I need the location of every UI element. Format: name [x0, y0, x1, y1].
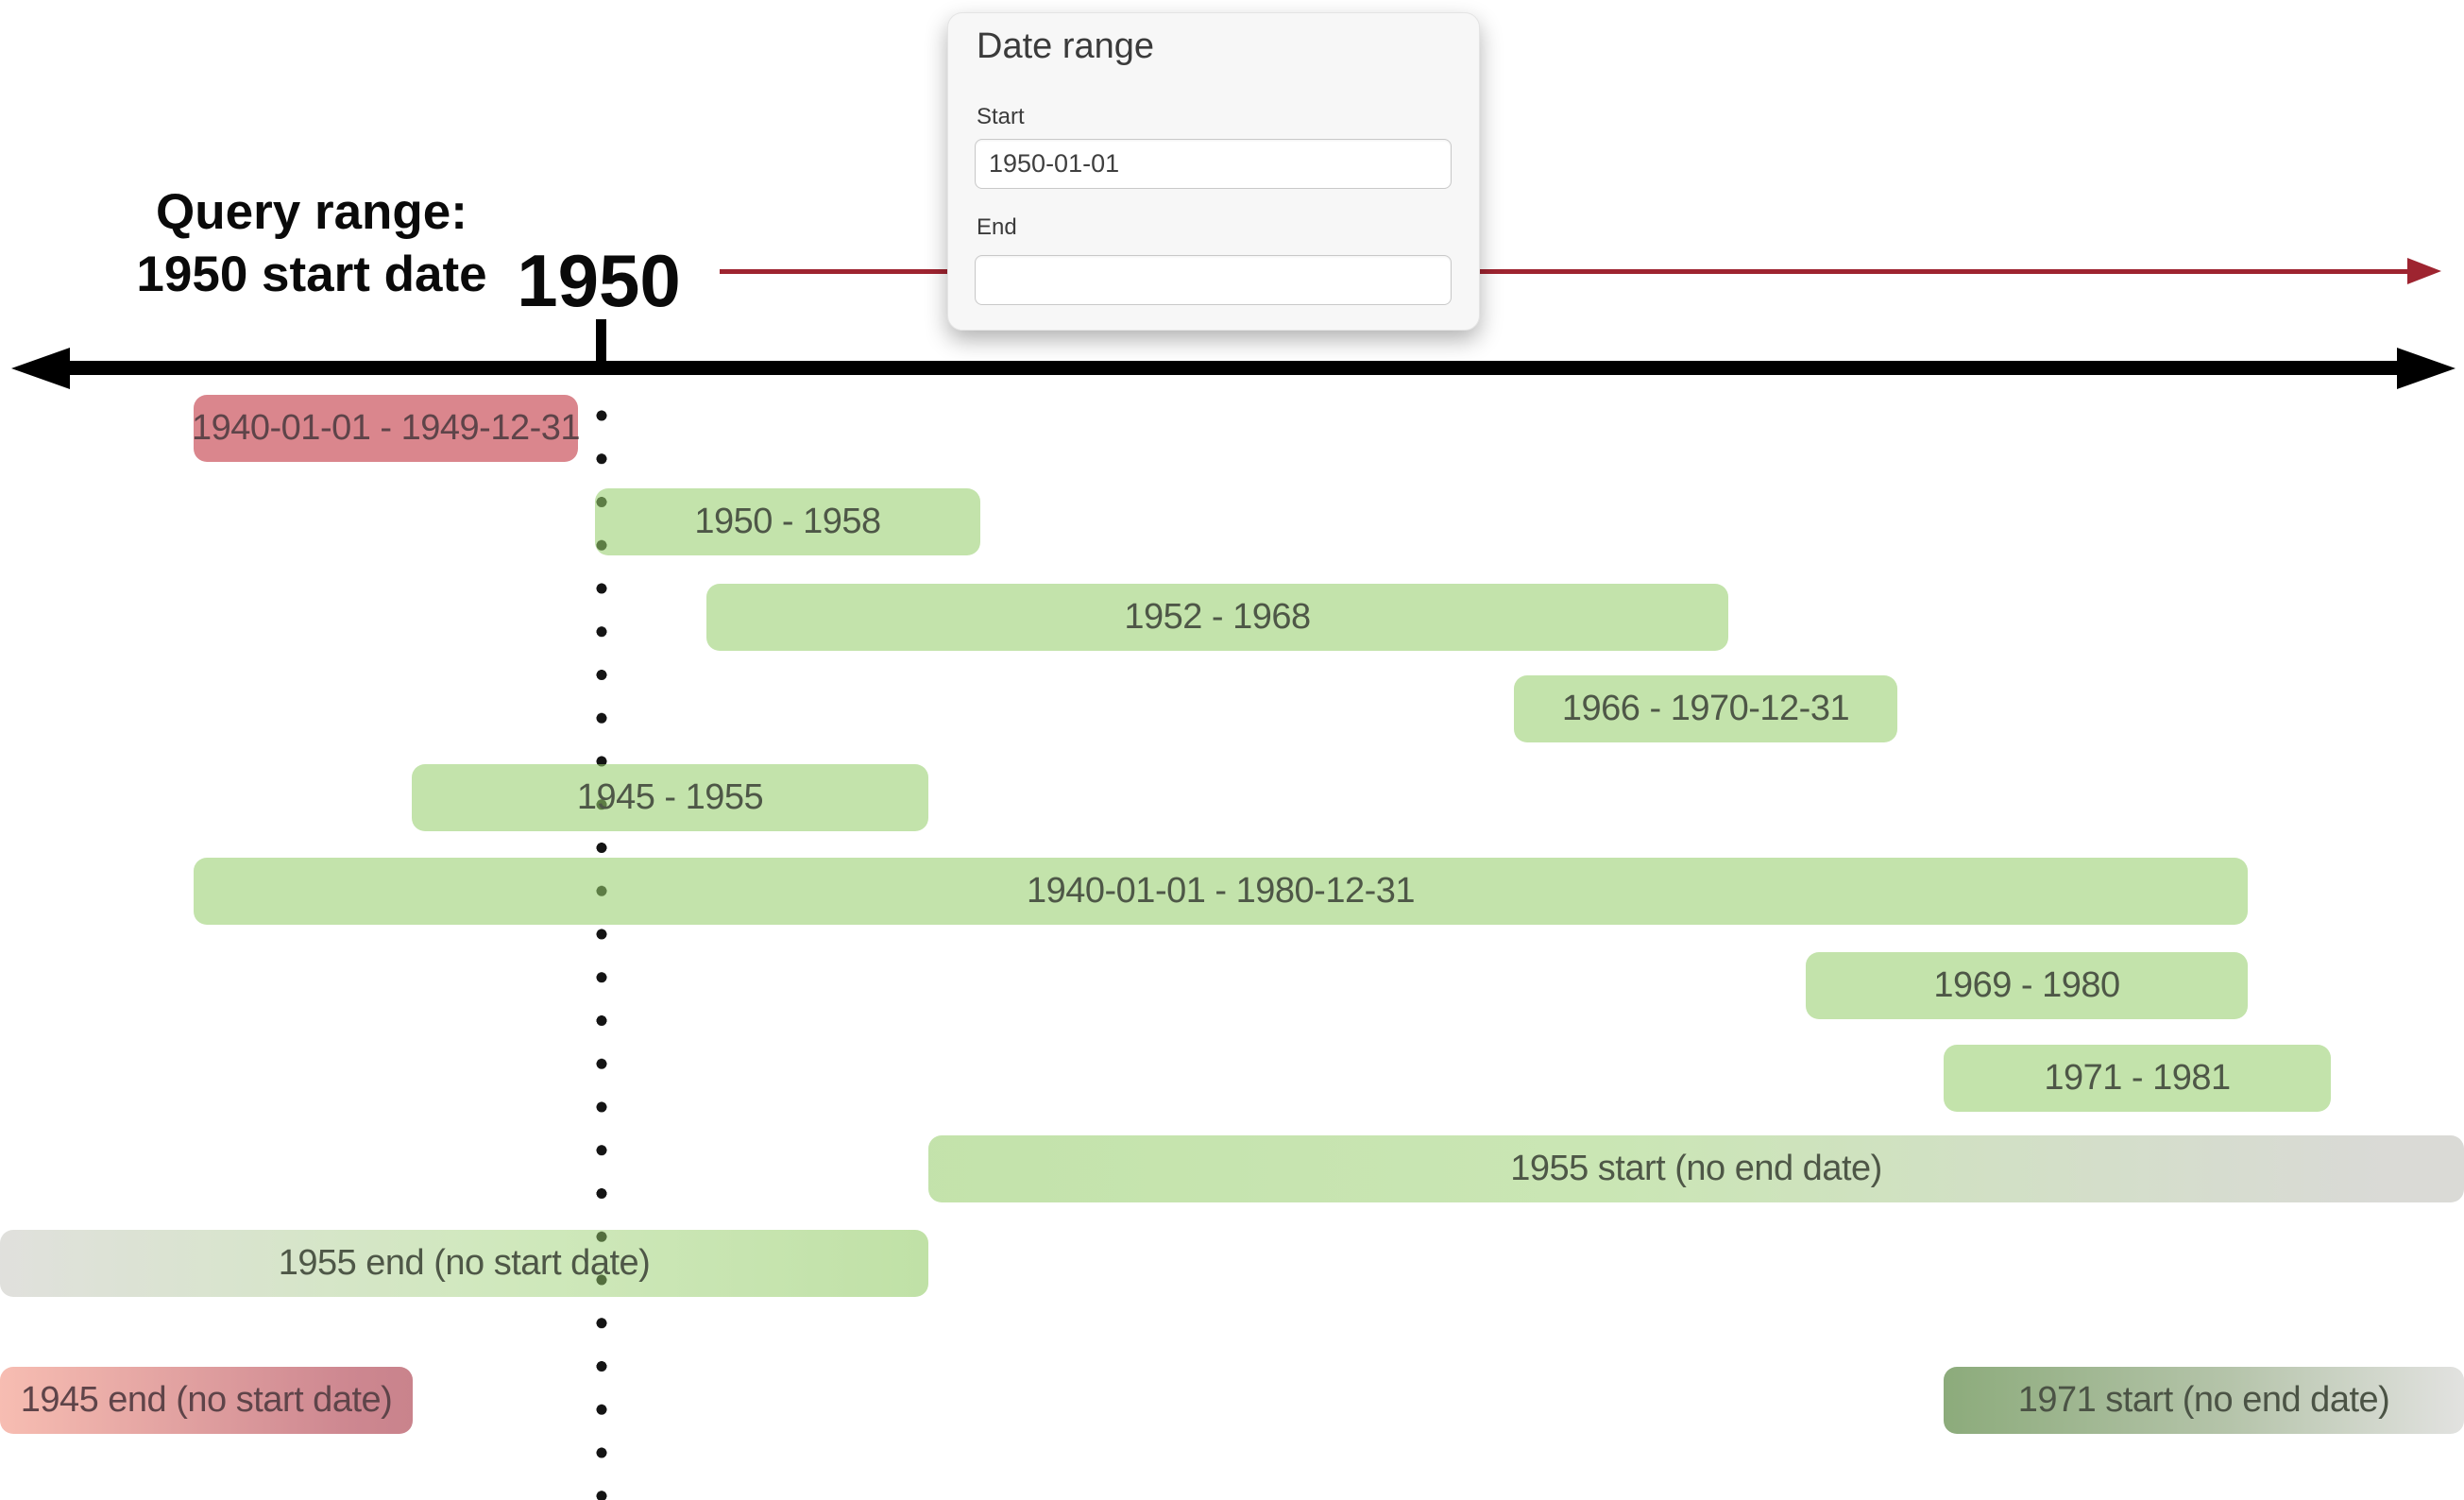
timeline-bar-label: 1952 - 1968 [1124, 597, 1311, 637]
timeline-bar: 1955 start (no end date) [928, 1135, 2464, 1202]
date-range-panel: Date range Start End [947, 12, 1480, 331]
timeline-bar-label: 1955 end (no start date) [278, 1243, 651, 1283]
query-range-annotation: Query range: 1950 start date [104, 181, 519, 306]
timeline-bar: 1955 end (no start date) [0, 1230, 928, 1297]
timeline-bar: 1950 - 1958 [595, 488, 980, 555]
timeline-bar-label: 1945 - 1955 [576, 777, 764, 817]
year-1950-tick [596, 319, 606, 363]
axis-right-arrowhead-icon [2397, 348, 2456, 389]
timeline-bar: 1952 - 1968 [706, 584, 1728, 651]
timeline-bar-label: 1945 end (no start date) [20, 1380, 393, 1420]
timeline-axis [47, 361, 2418, 375]
timeline-bar: 1940-01-01 - 1980-12-31 [194, 858, 2248, 925]
panel-title: Date range [977, 26, 1155, 66]
query-start-dotted-line [596, 410, 607, 1500]
timeline-bar-label: 1966 - 1970-12-31 [1561, 689, 1850, 728]
timeline-bar: 1945 - 1955 [412, 764, 928, 831]
timeline-bar: 1940-01-01 - 1949-12-31 [191, 395, 581, 462]
timeline-bar-label: 1940-01-01 - 1980-12-31 [1026, 871, 1416, 911]
start-date-input[interactable] [975, 139, 1452, 189]
start-field-label: Start [977, 104, 1025, 129]
timeline-bar-label: 1971 start (no end date) [2017, 1380, 2390, 1420]
end-date-input[interactable] [975, 255, 1452, 305]
query-range-annotation-line2: 1950 start date [136, 247, 487, 302]
timeline-bar-label: 1969 - 1980 [1933, 965, 2120, 1005]
query-arrow-head-icon [2407, 258, 2441, 284]
axis-left-arrowhead-icon [11, 348, 70, 389]
timeline-bar: 1945 end (no start date) [0, 1367, 413, 1434]
timeline-bar-label: 1971 - 1981 [2044, 1058, 2231, 1098]
timeline-bar: 1971 start (no end date) [1944, 1367, 2464, 1434]
end-field-label: End [977, 214, 1017, 240]
query-range-annotation-line1: Query range: [156, 184, 467, 240]
timeline-bar: 1966 - 1970-12-31 [1514, 675, 1897, 742]
timeline-bar: 1969 - 1980 [1806, 952, 2248, 1019]
timeline-bar-label: 1940-01-01 - 1949-12-31 [191, 408, 581, 448]
year-1950-label: 1950 [517, 239, 681, 322]
timeline-bar-label: 1955 start (no end date) [1510, 1149, 1882, 1188]
query-start-arrow [720, 269, 2409, 274]
timeline-bar: 1971 - 1981 [1944, 1045, 2331, 1112]
timeline-bar-label: 1950 - 1958 [694, 502, 881, 541]
